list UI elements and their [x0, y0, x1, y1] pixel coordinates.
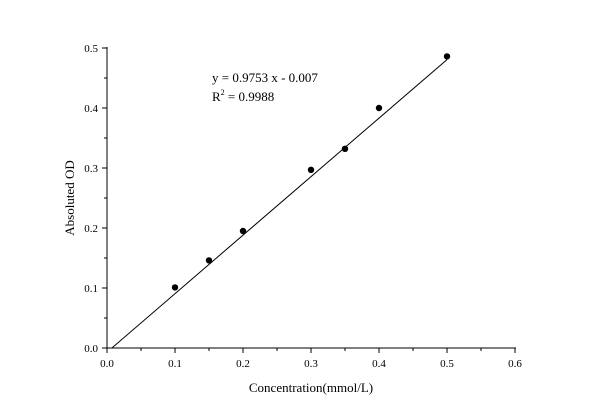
y-tick-label: 0.3 — [84, 163, 98, 175]
y-tick-label: 0.1 — [84, 283, 98, 295]
data-point — [205, 257, 213, 264]
x-tick-label: 0.3 — [304, 358, 318, 370]
data-point — [375, 104, 383, 112]
data-point — [307, 166, 315, 173]
x-tick-label: 0.4 — [372, 358, 386, 370]
x-tick-label: 0.0 — [100, 358, 114, 370]
r-squared-label: R2 = 0.9988 — [212, 88, 274, 104]
axes — [106, 47, 516, 349]
data-points — [171, 53, 451, 291]
r-squared-superscript: 2 — [221, 88, 225, 97]
r-squared-prefix: R — [212, 89, 221, 104]
y-axis-ticks: 0.0 0.1 0.2 0.3 0.4 0.5 — [84, 43, 107, 355]
r-squared-value: = 0.9988 — [225, 89, 275, 104]
y-axis-title: Absoluted OD — [62, 160, 77, 235]
x-tick-label: 0.5 — [440, 358, 454, 370]
y-tick-label: 0.2 — [84, 223, 98, 235]
data-point — [341, 145, 349, 152]
fit-line-group — [111, 59, 448, 349]
data-point — [443, 53, 451, 60]
x-tick-label: 0.6 — [508, 358, 522, 370]
x-axis-ticks: 0.0 0.1 0.2 0.3 0.4 0.5 0.6 — [100, 348, 522, 370]
fit-equation-label: y = 0.9753 x - 0.007 — [212, 70, 318, 85]
data-point — [239, 227, 247, 235]
data-point — [171, 284, 179, 291]
linear-fit-line — [111, 59, 448, 349]
y-tick-label: 0.5 — [84, 43, 98, 55]
y-tick-label: 0.4 — [84, 103, 98, 115]
y-tick-label: 0.0 — [84, 343, 98, 355]
x-tick-label: 0.1 — [168, 358, 182, 370]
x-axis-title: Concentration(mmol/L) — [249, 380, 373, 395]
x-tick-label: 0.2 — [236, 358, 250, 370]
